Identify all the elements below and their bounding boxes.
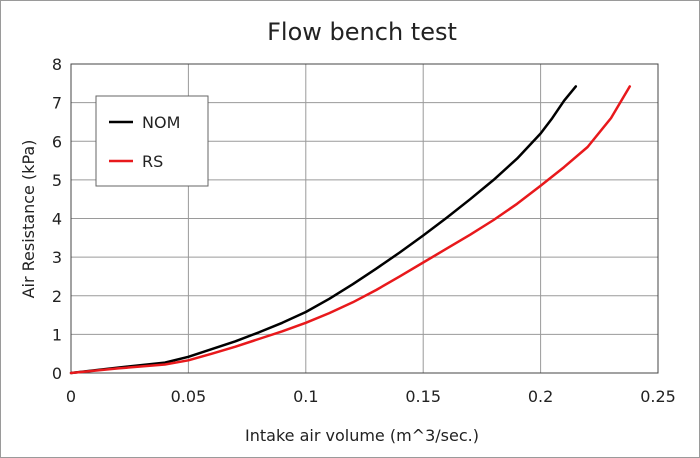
legend-box: [95, 95, 209, 187]
y-tick-label: 2: [52, 287, 62, 306]
y-tick-label: 6: [52, 132, 62, 151]
x-tick-label: 0.25: [640, 387, 676, 406]
y-tick-label: 7: [52, 94, 62, 113]
x-tick-label: 0.2: [528, 387, 553, 406]
y-tick-label: 0: [52, 364, 62, 383]
legend-label-nom: NOM: [142, 113, 180, 132]
x-axis-label: Intake air volume (m^3/sec.): [245, 426, 479, 445]
x-tick-label: 0.05: [171, 387, 207, 406]
legend-label-rs: RS: [142, 152, 163, 171]
y-tick-label: 5: [52, 171, 62, 190]
x-tick-label: 0.15: [405, 387, 441, 406]
y-axis-label: Air Resistance (kPa): [19, 140, 38, 299]
chart-title: Flow bench test: [267, 18, 457, 46]
tick-labels: 0 1 2 3 4 5 6 7 8 0 0.05 0.1 0.15 0.2 0.25: [52, 55, 676, 406]
series-line-nom: [69, 85, 578, 375]
y-tick-label: 8: [52, 55, 62, 74]
legend: NOM RS: [95, 95, 209, 187]
y-tick-label: 3: [52, 248, 62, 267]
y-tick-label: 1: [52, 325, 62, 344]
series-line-rs: [69, 85, 632, 375]
plot-area-border: [70, 63, 659, 374]
series-layer: [69, 85, 632, 375]
x-tick-label: 0.1: [293, 387, 318, 406]
x-tick-label: 0: [66, 387, 76, 406]
y-tick-label: 4: [52, 210, 62, 229]
